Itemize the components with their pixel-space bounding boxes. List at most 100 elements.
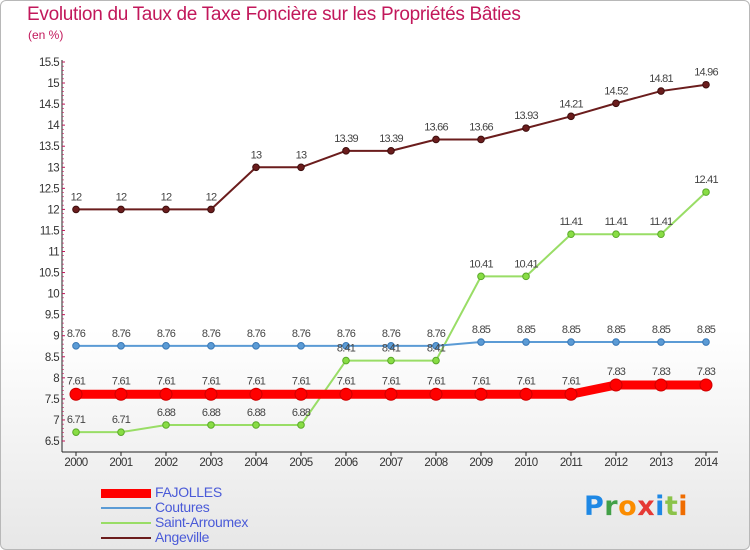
x-tick-label: 2001 [109, 457, 132, 469]
data-point [72, 428, 80, 436]
data-point [432, 356, 440, 365]
data-point [117, 205, 125, 214]
logo-letter: t [664, 491, 679, 522]
data-label: 8.41 [427, 343, 446, 355]
data-label: 8.85 [472, 324, 491, 336]
x-tick-label: 2010 [514, 457, 537, 469]
data-label: 14.52 [604, 85, 628, 97]
data-label: 8.85 [607, 324, 626, 336]
data-label: 13 [296, 149, 307, 161]
data-point [612, 338, 620, 346]
data-point [387, 342, 395, 350]
data-point [204, 387, 218, 401]
data-point [384, 387, 398, 401]
data-point [114, 387, 128, 401]
x-tick-label: 2000 [64, 457, 87, 469]
x-tick-label: 2006 [334, 457, 357, 469]
data-point [159, 387, 173, 401]
y-tick-label: 8 [53, 373, 59, 385]
data-point [564, 387, 578, 401]
x-tick-label: 2014 [694, 457, 718, 469]
data-point [477, 338, 485, 346]
data-point [567, 230, 575, 239]
data-label: 8.76 [337, 328, 356, 340]
data-point [72, 205, 80, 214]
legend-swatch [101, 507, 151, 509]
y-axis-unit: (en %) [28, 28, 64, 42]
data-label: 7.83 [607, 366, 626, 378]
data-point [339, 387, 353, 401]
y-tick-label: 10.5 [39, 268, 59, 280]
data-label: 13 [251, 149, 262, 161]
legend-swatch [101, 522, 151, 524]
x-tick-label: 2003 [199, 457, 222, 469]
data-label: 14.81 [649, 73, 673, 85]
series-saint-arroumex [72, 188, 710, 436]
data-point [699, 378, 713, 392]
data-point [522, 272, 530, 281]
data-label: 12.41 [694, 174, 718, 186]
data-label: 14.96 [694, 67, 718, 79]
series-angeville [72, 80, 710, 214]
data-label: 7.61 [247, 375, 266, 387]
logo-letter: x [637, 491, 656, 522]
data-label: 7.61 [382, 375, 401, 387]
proxiti-logo: Proxiti [584, 491, 688, 522]
data-point [657, 87, 665, 95]
data-label: 11.41 [560, 216, 583, 228]
x-tick-label: 2005 [289, 457, 312, 469]
data-point [297, 342, 305, 350]
y-tick-label: 11 [48, 247, 59, 259]
data-point [162, 421, 170, 429]
data-point [387, 356, 395, 365]
data-point [207, 205, 215, 214]
x-tick-label: 2009 [469, 457, 492, 469]
data-label: 13.39 [379, 133, 403, 145]
legend-label: Coutures [155, 499, 210, 515]
legend-label: Saint-Arroumex [155, 514, 249, 530]
data-point [249, 387, 263, 401]
data-label: 7.61 [562, 375, 581, 387]
data-point [657, 230, 665, 239]
data-label: 12 [116, 191, 127, 203]
data-label: 13.66 [424, 121, 448, 133]
data-point [609, 378, 623, 392]
data-labels: 7.61 7.61 7.61 7.61 7.61 7.61 7.61 7.61 7.61 7.61… [67, 67, 719, 426]
x-tick-label: 2007 [379, 457, 402, 469]
data-point [567, 338, 575, 346]
data-point [429, 387, 443, 401]
y-tick-label: 9 [53, 331, 59, 343]
data-label: 6.88 [247, 407, 266, 419]
data-label: 6.71 [112, 414, 131, 426]
data-point [702, 338, 710, 346]
y-tick-label: 12.5 [39, 183, 59, 195]
data-label: 8.41 [337, 343, 356, 355]
data-label: 7.83 [652, 366, 671, 378]
data-label: 13.93 [514, 110, 538, 122]
data-point [117, 428, 125, 436]
y-tick-label: 12 [47, 204, 59, 216]
data-label: 8.41 [382, 343, 401, 355]
y-tick-label: 14.5 [39, 99, 59, 111]
y-tick-label: 15 [47, 78, 59, 90]
series-coutures [72, 338, 710, 350]
data-point [519, 387, 533, 401]
y-tick-label: 9.5 [45, 310, 59, 322]
y-tick-label: 7.5 [45, 394, 59, 406]
data-point [342, 342, 350, 350]
y-tick-label: 14 [47, 120, 60, 132]
x-tick-label: 2013 [649, 457, 672, 469]
data-label: 6.71 [67, 414, 86, 426]
legend-swatch [101, 537, 151, 539]
x-tick-label: 2011 [560, 457, 583, 469]
data-point [432, 342, 440, 350]
data-label: 11.41 [650, 216, 673, 228]
data-label: 7.61 [472, 375, 491, 387]
y-tick-label: 7 [53, 415, 59, 427]
logo-letter: i [678, 491, 689, 522]
data-point [702, 188, 710, 196]
data-point [657, 338, 665, 346]
data-label: 8.76 [202, 328, 221, 340]
data-label: 6.88 [292, 407, 311, 419]
